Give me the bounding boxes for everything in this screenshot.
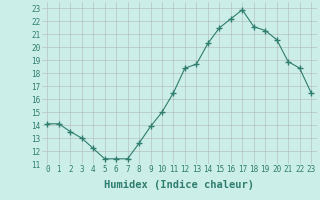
X-axis label: Humidex (Indice chaleur): Humidex (Indice chaleur) [104,180,254,190]
